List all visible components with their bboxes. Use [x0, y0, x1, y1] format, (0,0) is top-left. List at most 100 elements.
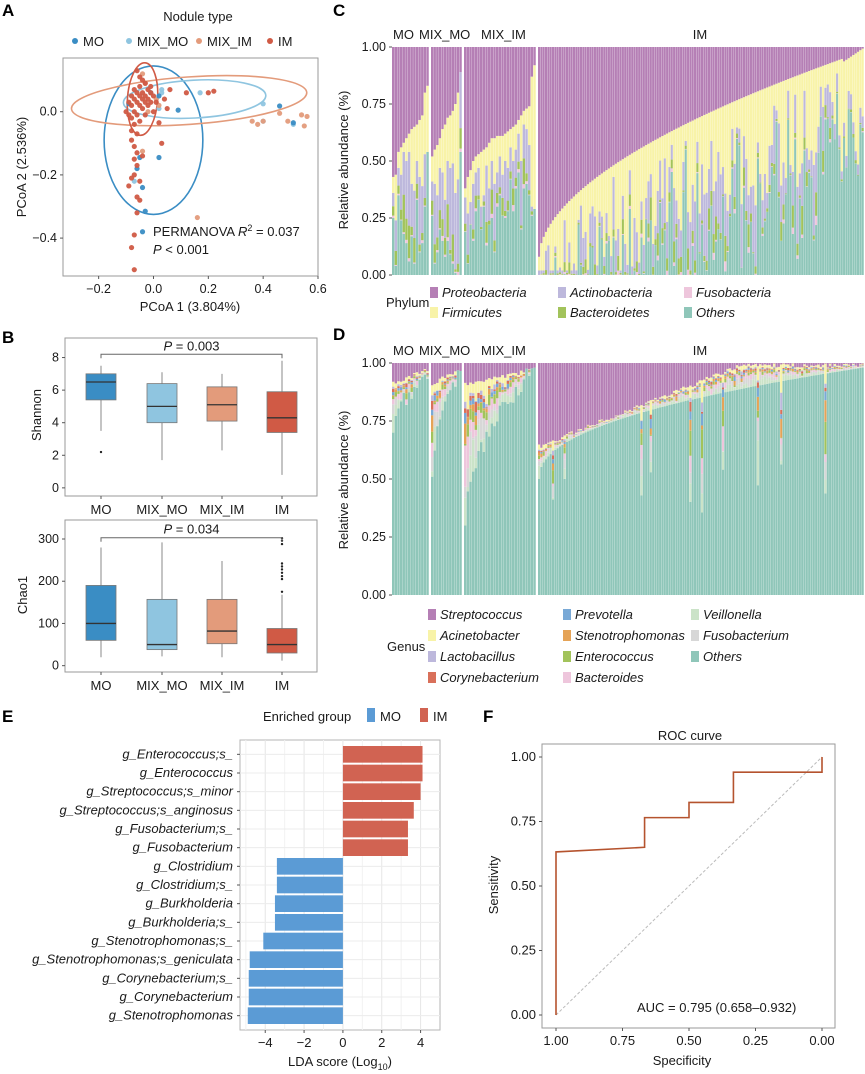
bar-segment-others — [782, 380, 785, 595]
bar-segment-veillonella — [777, 375, 780, 382]
bar-segment-actinobacteria — [763, 173, 766, 219]
bar-segment-prevotella — [501, 386, 504, 390]
bar-segment-others — [805, 186, 808, 275]
bar-segment-prevotella — [446, 379, 449, 381]
bar-segment-lactobacillus — [506, 379, 510, 381]
lda-bar — [342, 820, 408, 838]
bar-segment-corynebacterium — [717, 376, 720, 377]
genus-legend: StreptococcusAcinetobacterLactobacillusC… — [428, 607, 789, 685]
bar-segment-veillonella — [600, 423, 603, 426]
panel-letter-a: A — [2, 1, 14, 20]
bar-segment-bacteroidetes — [610, 271, 613, 275]
bar-segment-firmicutes — [498, 135, 502, 157]
bar-segment-acinetobacter — [731, 370, 734, 374]
bar-segment-enterococcus — [652, 402, 655, 404]
bar-segment-bacteroidetes — [586, 274, 589, 275]
bar-segment-actinobacteria — [591, 206, 594, 246]
bar-segment-corynebacterium — [789, 367, 792, 369]
bar-segment-stenotrophomonas — [754, 371, 757, 373]
bar-segment-firmicutes — [586, 184, 589, 270]
bar-segment-proteobacteria — [496, 47, 499, 136]
stacked-bar — [514, 363, 518, 595]
bar-segment-others — [680, 402, 683, 595]
bar-segment-enterococcus — [397, 391, 400, 394]
stacked-bar — [477, 47, 480, 275]
bar-segment-streptococcus — [845, 363, 848, 364]
bar-segment-firmicutes — [791, 77, 794, 172]
bar-segment-others — [796, 258, 799, 275]
bar-segment-bacteroides — [705, 384, 708, 388]
bar-segment-others — [822, 373, 825, 595]
bar-segment-stenotrophomonas — [482, 408, 486, 411]
bar-segment-others — [589, 430, 592, 595]
bar-segment-streptococcus — [798, 363, 801, 368]
bar-segment-lactobacillus — [405, 382, 408, 384]
bar-segment-streptococcus — [554, 363, 557, 442]
bar-segment-streptococcus — [598, 363, 601, 420]
bar-segment-proteobacteria — [784, 47, 787, 80]
bar-segment-fusobacterium — [761, 375, 764, 379]
bar-segment-fusobacteria — [754, 273, 757, 275]
stacked-bar — [551, 47, 555, 275]
bar-segment-stenotrophomonas — [466, 417, 470, 425]
bar-segment-others — [721, 469, 725, 595]
bar-segment-bacteroides — [520, 377, 523, 383]
stacked-bar — [549, 363, 552, 595]
bar-segment-corynebacterium — [738, 369, 741, 372]
stacked-bar — [568, 47, 571, 275]
bar-segment-actinobacteria — [724, 193, 727, 236]
bar-segment-streptococcus — [415, 363, 419, 373]
bar-segment-streptococcus — [533, 363, 536, 368]
bar-segment-proteobacteria — [714, 47, 718, 110]
bar-segment-veillonella — [570, 437, 573, 440]
bar-segment-firmicutes — [477, 154, 480, 168]
bar-segment-others — [480, 229, 483, 275]
stacked-bar — [407, 47, 411, 275]
bar-segment-bacteroides — [666, 400, 669, 402]
bar-segment-corynebacterium — [707, 381, 711, 383]
bar-segment-bacteroidetes — [570, 273, 573, 275]
bar-segment-firmicutes — [392, 176, 395, 193]
bar-segment-actinobacteria — [642, 244, 645, 272]
bar-segment-actinobacteria — [496, 172, 499, 193]
bar-segment-fusobacterium — [563, 459, 566, 469]
bar-segment-others — [838, 371, 841, 595]
bar-segment-corynebacterium — [431, 400, 434, 410]
bar-segment-streptococcus — [530, 363, 534, 369]
bar-segment-bacteroides — [402, 389, 405, 391]
stacked-bar — [728, 47, 732, 275]
bar-segment-others — [798, 198, 801, 275]
bar-segment-actinobacteria — [407, 151, 411, 226]
bar-segment-corynebacterium — [794, 368, 797, 370]
bar-segment-streptococcus — [698, 363, 701, 381]
legend-label-veillonella: Veillonella — [703, 607, 762, 622]
bar-segment-actinobacteria — [654, 225, 657, 240]
bar-segment-stenotrophomonas — [808, 370, 811, 373]
bar-segment-bacteroidetes — [761, 227, 764, 234]
bar-segment-proteobacteria — [810, 47, 813, 71]
stacked-bar — [735, 47, 739, 275]
bar-segment-lactobacillus — [829, 365, 832, 367]
bar-segment-others — [421, 243, 424, 275]
stacked-bar — [698, 47, 701, 275]
bar-segment-firmicutes — [861, 48, 864, 117]
bar-segment-actinobacteria — [538, 270, 541, 275]
bar-segment-others — [701, 224, 704, 275]
bar-segment-others — [431, 476, 434, 595]
bar-segment-corynebacterium — [474, 402, 478, 413]
bar-segment-streptococcus — [570, 363, 573, 432]
bar-segment-acinetobacter — [815, 365, 818, 367]
bar-segment-actinobacteria — [530, 206, 534, 212]
bar-segment-bacteroides — [721, 426, 725, 452]
bar-segment-enterococcus — [517, 379, 520, 382]
stacked-bar — [584, 363, 587, 595]
bar-segment-corynebacterium — [684, 389, 687, 391]
permanova-annotation: PERMANOVA R2 = 0.037 — [153, 223, 300, 239]
bar-segment-corynebacterium — [661, 398, 664, 400]
bar-segment-firmicutes — [691, 120, 694, 185]
stacked-bar — [852, 363, 855, 595]
bar-segment-streptococcus — [840, 363, 843, 367]
bar-segment-veillonella — [501, 394, 504, 403]
bar-segment-fusobacterium — [673, 397, 676, 402]
bar-segment-corynebacterium — [635, 407, 638, 408]
